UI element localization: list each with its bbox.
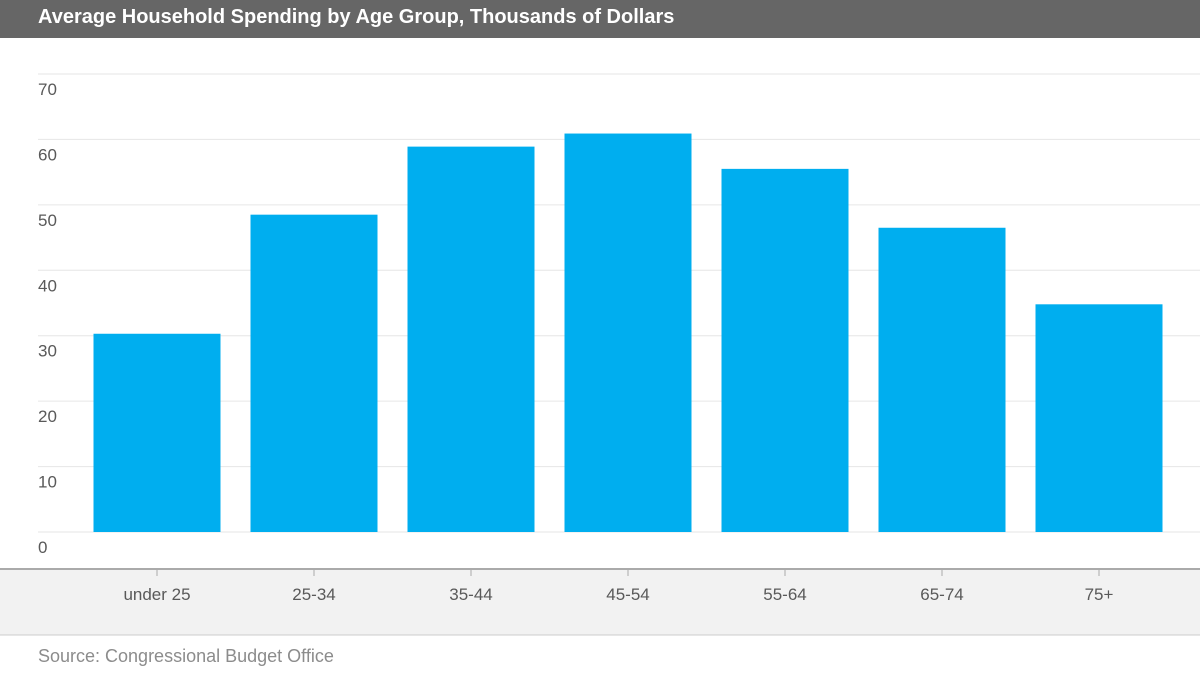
bar [878, 227, 1006, 532]
y-tick-label: 50 [38, 211, 57, 230]
title-bar: Average Household Spending by Age Group,… [0, 0, 1200, 38]
x-tick-label: 65-74 [920, 585, 963, 604]
x-tick-label: 35-44 [449, 585, 492, 604]
x-tick-label: 55-64 [763, 585, 806, 604]
bar [1035, 304, 1163, 532]
bar [93, 333, 221, 532]
bar-chart: 0 10 20 30 40 50 60 70 under 25 25-34 35-44 45-54 55… [0, 73, 1200, 636]
y-tick-label: 70 [38, 80, 57, 99]
source-note: Source: Congressional Budget Office [38, 646, 334, 666]
bar [407, 146, 535, 532]
y-tick-label: 20 [38, 407, 57, 426]
x-tick-label: under 25 [123, 585, 190, 604]
y-tick-label: 60 [38, 145, 57, 164]
y-tick-label: 10 [38, 473, 57, 492]
x-axis-band [0, 569, 1200, 635]
chart-title: Average Household Spending by Age Group,… [38, 6, 675, 28]
bar [564, 133, 692, 533]
bar [721, 168, 849, 532]
y-tick-label: 40 [38, 276, 57, 295]
y-tick-label: 30 [38, 342, 57, 361]
x-tick-label: 25-34 [292, 585, 335, 604]
y-tick-label: 0 [38, 538, 47, 557]
bar [250, 214, 378, 532]
x-tick-label: 45-54 [606, 585, 649, 604]
x-tick-label: 75+ [1085, 585, 1114, 604]
